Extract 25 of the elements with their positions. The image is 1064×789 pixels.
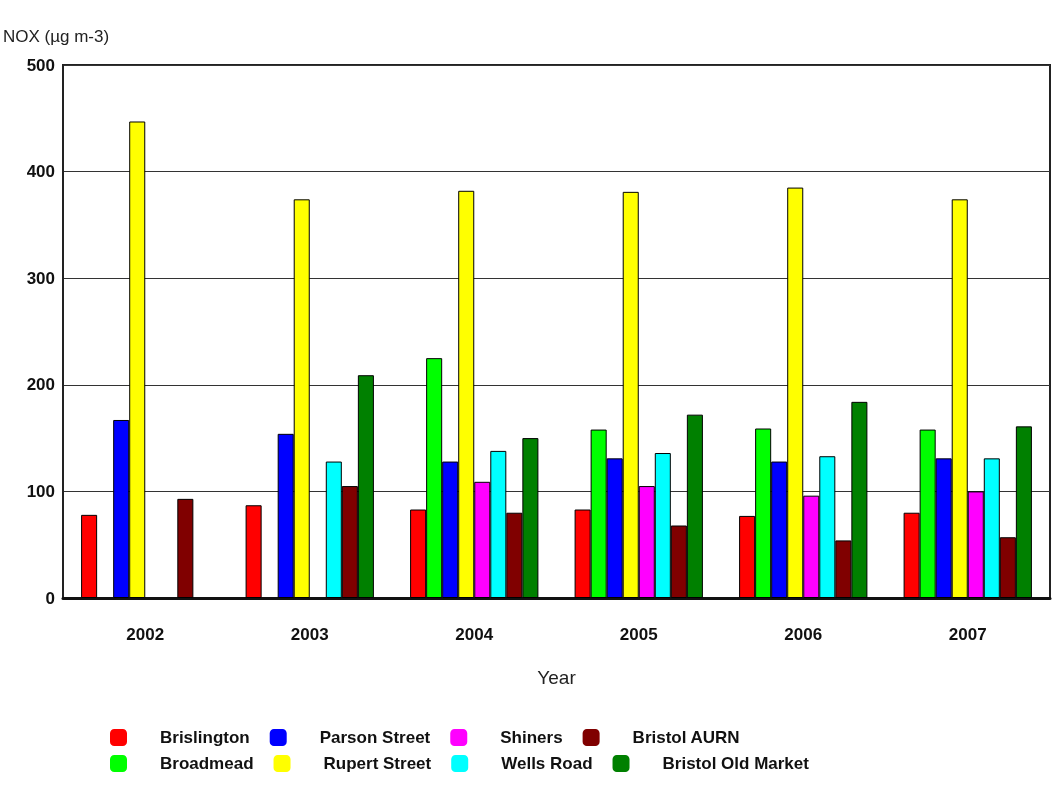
- legend-label: Brislington: [160, 728, 250, 747]
- legend-label: Parson Street: [319, 728, 431, 747]
- y-tick-label: 500: [26, 55, 55, 75]
- x-tick-label: 2003: [290, 625, 329, 644]
- legend-label: Bristol Old Market: [662, 754, 810, 773]
- x-tick-label: 2005: [619, 625, 658, 644]
- y-tick-label: 400: [26, 162, 55, 182]
- y-axis-title: NOX (µg m-3): [3, 27, 110, 46]
- bar: [81, 514, 98, 598]
- legend-label: Shiners: [500, 728, 563, 747]
- legend-label: Bristol AURN: [632, 728, 740, 747]
- legend-label: Wells Road: [501, 754, 593, 773]
- legend-label: Rupert Street: [323, 754, 432, 773]
- x-tick-label: 2007: [948, 625, 987, 644]
- y-tick-label: 100: [26, 481, 55, 501]
- y-tick-label: 0: [45, 588, 55, 608]
- y-tick-label: 200: [26, 375, 55, 395]
- y-tick-label: 300: [26, 268, 55, 288]
- bar: [245, 505, 262, 598]
- legend-label: Broadmead: [160, 754, 254, 773]
- bar: [177, 498, 194, 598]
- x-tick-label: 2004: [455, 625, 494, 644]
- x-axis-title: Year: [537, 667, 577, 688]
- x-tick-label: 2002: [126, 625, 165, 644]
- x-tick-label: 2006: [784, 625, 823, 644]
